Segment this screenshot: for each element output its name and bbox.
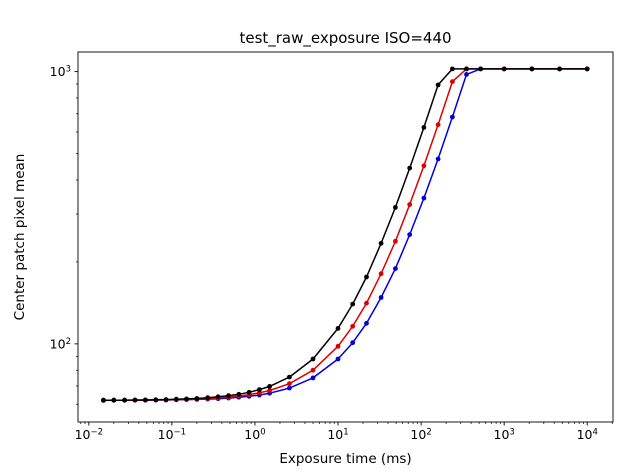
data-point-red — [450, 79, 455, 84]
data-point-blue — [335, 356, 341, 362]
data-point-blue — [450, 114, 455, 120]
data-point-black — [287, 374, 292, 380]
data-point-black — [421, 125, 427, 130]
x-tick-label: 10−1 — [158, 427, 186, 442]
data-point-blue — [464, 72, 469, 77]
data-point-black — [132, 397, 138, 403]
y-tick-label: 103 — [50, 64, 71, 79]
x-axis-label: Exposure time (ms) — [279, 451, 412, 467]
data-point-black — [335, 326, 341, 331]
chart-title: test_raw_exposure ISO=440 — [239, 29, 452, 47]
data-point-black — [205, 395, 211, 401]
data-point-blue — [421, 195, 427, 201]
data-point-black — [407, 165, 413, 171]
data-point-black — [226, 393, 231, 399]
data-point-black — [163, 397, 169, 402]
data-point-blue — [350, 340, 356, 346]
data-point-black — [111, 397, 117, 403]
data-point-blue — [310, 375, 316, 381]
data-point-black — [450, 66, 455, 72]
data-point-red — [364, 300, 369, 306]
data-point-black — [215, 394, 221, 400]
data-point-black — [378, 240, 384, 246]
x-tick-label: 100 — [244, 427, 265, 442]
data-point-black — [464, 66, 469, 72]
data-point-black — [153, 397, 159, 403]
x-tick-label: 103 — [494, 427, 515, 442]
data-point-black — [143, 397, 148, 403]
data-point-black — [236, 391, 242, 397]
data-point-red — [407, 202, 413, 207]
data-point-black — [364, 274, 369, 280]
data-point-black — [184, 396, 189, 402]
data-point-black — [267, 384, 272, 389]
series-line-blue — [103, 68, 588, 402]
data-point-red — [287, 381, 292, 387]
data-point-black — [393, 205, 398, 210]
data-point-blue — [393, 266, 398, 271]
data-point-black — [246, 389, 252, 395]
data-point-blue — [435, 156, 441, 162]
data-point-black — [435, 82, 441, 88]
data-point-blue — [407, 232, 413, 238]
data-point-black — [557, 66, 562, 72]
series-black — [101, 66, 590, 403]
plot-frame — [77, 51, 614, 423]
data-point-red — [310, 367, 316, 373]
data-point-black — [310, 356, 316, 362]
data-point-blue — [364, 320, 369, 326]
data-point-black — [478, 66, 483, 72]
data-point-red — [335, 343, 341, 349]
series-line-black — [103, 68, 588, 401]
data-point-black — [257, 387, 262, 392]
data-point-black — [101, 397, 106, 403]
series-blue — [101, 66, 590, 403]
x-tick-label: 10−2 — [75, 427, 103, 442]
data-point-red — [393, 238, 398, 244]
data-point-black — [501, 66, 507, 72]
data-point-black — [194, 396, 200, 401]
y-tick-label: 102 — [50, 336, 71, 351]
data-point-black — [529, 66, 535, 72]
data-point-red — [421, 163, 427, 169]
data-point-black — [584, 66, 590, 72]
data-point-red — [378, 271, 384, 277]
x-tick-label: 101 — [327, 427, 348, 442]
x-tick-label: 104 — [577, 427, 598, 442]
x-tick-label: 102 — [410, 427, 431, 442]
data-point-blue — [287, 385, 292, 391]
series-red — [101, 66, 590, 403]
data-point-blue — [378, 295, 384, 300]
data-point-red — [267, 388, 272, 393]
data-point-black — [350, 301, 356, 307]
data-point-red — [350, 323, 356, 329]
data-point-red — [435, 122, 441, 128]
data-point-black — [173, 396, 179, 402]
data-point-black — [122, 397, 127, 403]
